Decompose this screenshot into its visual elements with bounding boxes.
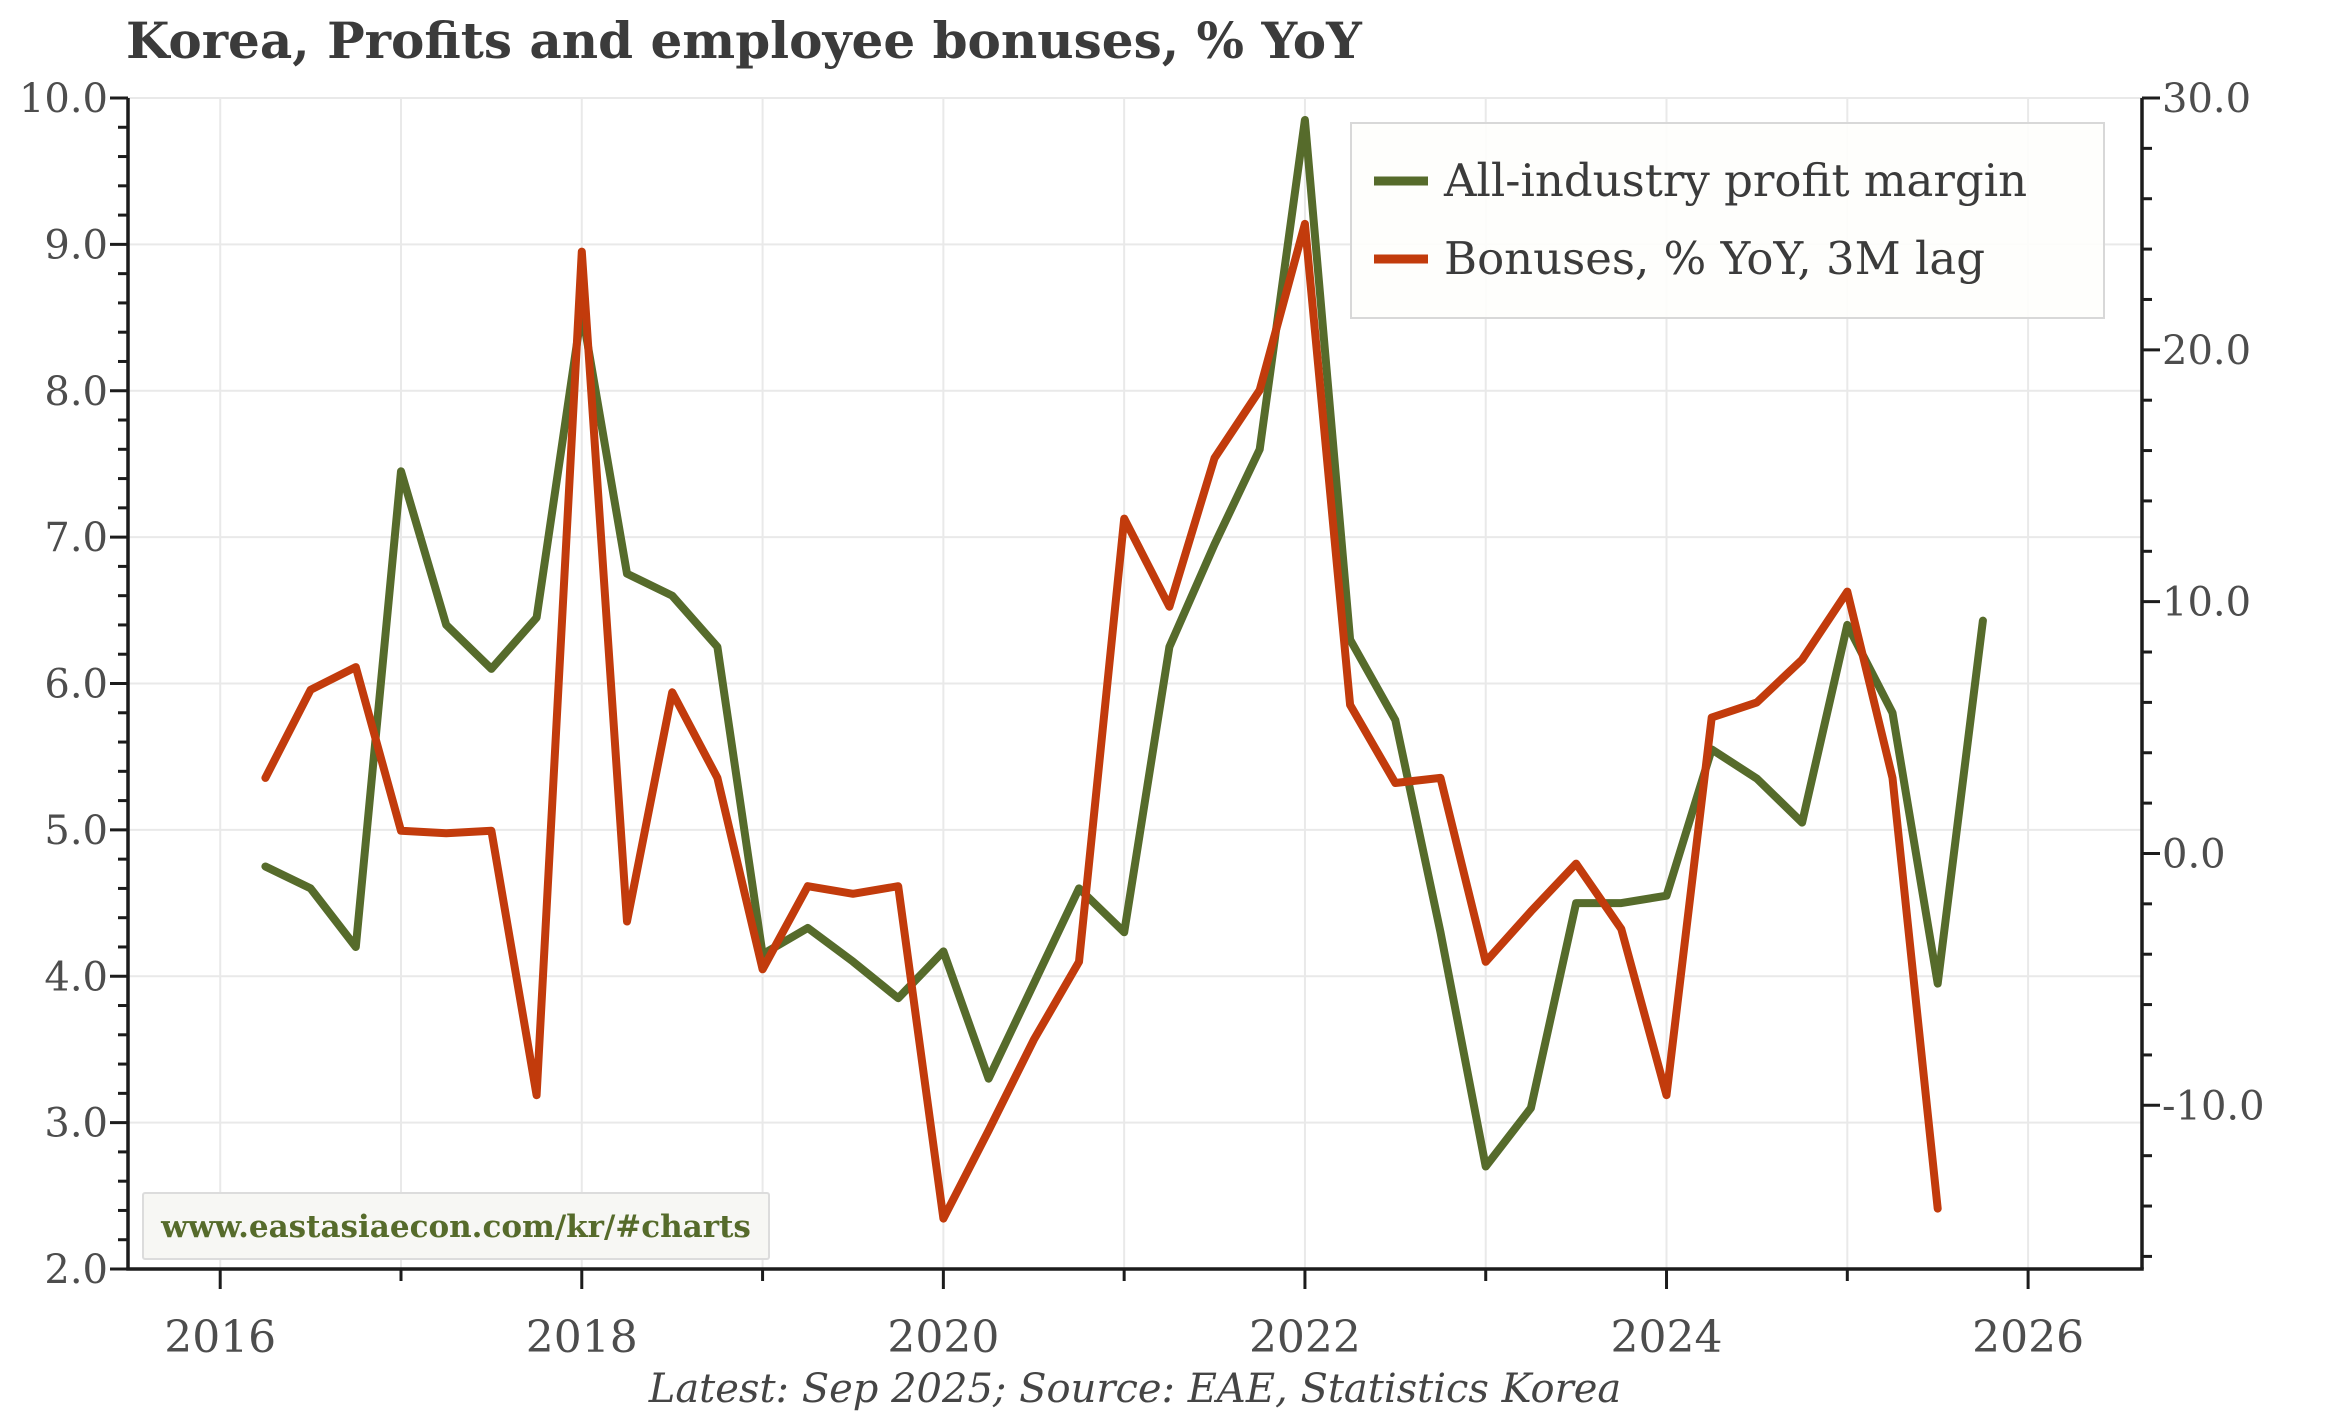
x-axis-tick-label: 2024	[1611, 1312, 1723, 1363]
y-axis-right-tick-label: 30.0	[2162, 76, 2251, 122]
y-axis-left-tick-label: 8.0	[44, 369, 108, 415]
y-axis-right-tick-label: 0.0	[2162, 831, 2226, 877]
y-axis-left-tick-label: 3.0	[44, 1101, 108, 1147]
y-axis-left-tick-label: 2.0	[44, 1247, 108, 1293]
y-axis-right-tick-label: 10.0	[2162, 580, 2251, 626]
y-axis-left-tick-label: 9.0	[44, 222, 108, 268]
watermark-text: www.eastasiaecon.com/kr/#charts	[160, 1209, 751, 1245]
y-axis-right-tick-label: -10.0	[2162, 1083, 2265, 1129]
legend-box	[1350, 122, 2105, 319]
y-axis-right-tick-label: 20.0	[2162, 328, 2251, 374]
x-axis-tick-label: 2022	[1249, 1312, 1361, 1363]
x-axis-tick-label: 2026	[1972, 1312, 2084, 1363]
x-axis-tick-label: 2020	[887, 1312, 999, 1363]
series-line-profit-margin	[261, 116, 1987, 1171]
x-axis-tick-label: 2018	[526, 1312, 638, 1363]
y-axis-left-tick-label: 5.0	[44, 808, 108, 854]
legend-label: Bonuses, % YoY, 3M lag	[1444, 232, 1985, 285]
y-axis-left-tick-label: 6.0	[44, 662, 108, 708]
x-axis-tick-label: 2016	[164, 1312, 276, 1363]
chart-title: Korea, Profits and employee bonuses, % Y…	[126, 11, 1363, 70]
watermark-box	[142, 1192, 770, 1260]
y-axis-left-tick-label: 4.0	[44, 954, 108, 1000]
legend-label: All-industry profit margin	[1443, 154, 2027, 207]
y-axis-left-tick-label: 7.0	[44, 515, 108, 561]
series-line-bonuses	[261, 219, 1942, 1223]
source-note: Latest: Sep 2025; Source: EAE, Statistic…	[648, 1366, 1621, 1412]
y-axis-left-tick-label: 10.0	[19, 76, 108, 122]
